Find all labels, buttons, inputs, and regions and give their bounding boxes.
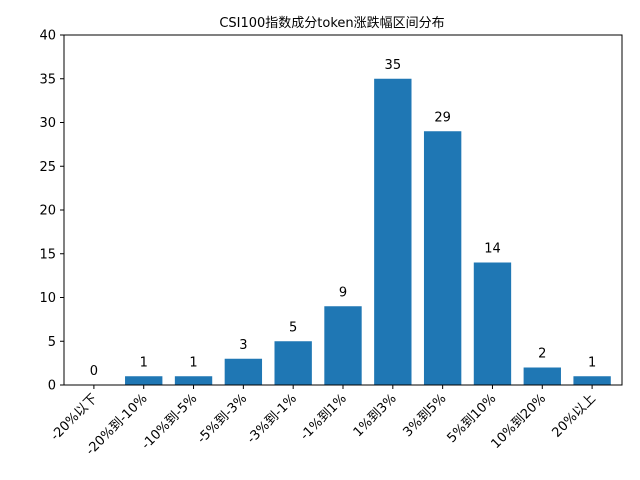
- bar-value-label: 1: [588, 355, 596, 370]
- bar: [224, 358, 263, 385]
- bar: [423, 131, 462, 385]
- x-axis: -20%以下-20%到-10%-10%到-5%-5%到-3%-3%到-1%-1%…: [48, 385, 599, 459]
- bar-value-label: 29: [434, 110, 451, 125]
- plot-frame: [63, 34, 623, 386]
- bar-value-label: 14: [484, 242, 501, 257]
- x-tick-label: 20%以上: [550, 391, 599, 440]
- y-tick-label: 30: [39, 116, 56, 131]
- bars: [125, 78, 611, 385]
- bar-value-label: 2: [538, 347, 546, 362]
- bar: [573, 376, 611, 385]
- x-tick-label: -3%到-1%: [244, 391, 300, 447]
- x-tick-label: -1%到1%: [298, 391, 350, 443]
- y-tick-label: 25: [39, 160, 56, 175]
- x-tick-label: 3%到5%: [401, 391, 450, 440]
- bar-value-label: 3: [239, 338, 247, 353]
- x-tick-label: -5%到-3%: [195, 391, 251, 447]
- y-tick-label: 5: [48, 335, 56, 350]
- bar: [374, 78, 412, 385]
- bar-value-label: 5: [289, 320, 297, 335]
- bar-value-label: 1: [189, 355, 197, 370]
- bar-value-label: 9: [339, 285, 347, 300]
- y-tick-label: 0: [48, 379, 56, 394]
- bar: [523, 367, 561, 385]
- y-tick-label: 15: [39, 247, 56, 262]
- y-tick-label: 20: [39, 204, 56, 219]
- y-axis: 0 5 10 15 20 25 30 35 40: [39, 29, 64, 394]
- bar-value-label: 0: [90, 364, 98, 379]
- bar: [324, 306, 362, 385]
- chart-title: CSI100指数成分token涨跌幅区间分布: [219, 15, 444, 31]
- y-tick-label: 10: [39, 291, 56, 306]
- y-tick-label: 40: [39, 29, 56, 44]
- bar: [125, 376, 163, 385]
- bar-value-label: 1: [140, 355, 148, 370]
- bar: [174, 376, 213, 385]
- bar: [274, 341, 312, 385]
- x-tick-label: 1%到3%: [351, 391, 400, 440]
- x-tick-label: -20%以下: [48, 391, 101, 444]
- bar: [473, 262, 512, 385]
- bar-value-label: 35: [385, 58, 402, 73]
- y-tick-label: 35: [39, 72, 56, 87]
